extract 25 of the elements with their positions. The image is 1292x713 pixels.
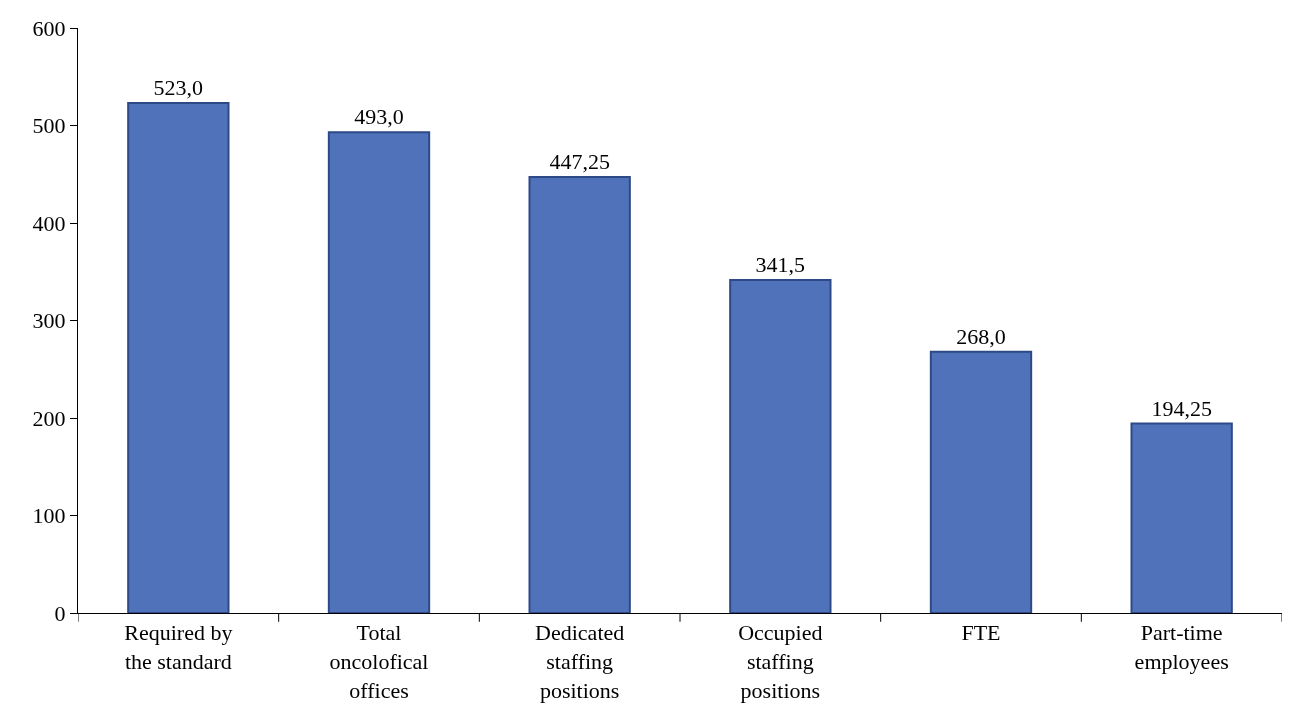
y-tick-label: 600	[32, 15, 66, 41]
y-tick-label: 100	[32, 503, 66, 529]
data-label: 268,0	[956, 323, 1006, 349]
bar	[929, 350, 1033, 613]
bar	[528, 175, 631, 613]
x-tick-label: Occupied staffing positions	[738, 620, 823, 703]
y-tick-label: 500	[32, 113, 66, 139]
y-tick-label: 400	[32, 210, 66, 236]
x-tick-label: FTE	[961, 620, 1001, 646]
data-label: 523,0	[153, 75, 204, 101]
x-tick-label: Required by the standard	[124, 620, 233, 674]
x-tick-label: Total oncolofical offices	[329, 620, 429, 703]
y-tick-label: 200	[32, 405, 66, 431]
y-tick-label: 0	[54, 600, 66, 626]
bar	[729, 279, 832, 613]
data-label: 341,5	[755, 252, 806, 278]
data-label: 493,0	[354, 104, 404, 130]
data-label: 447,25	[549, 148, 610, 174]
data-label: 194,25	[1151, 395, 1212, 421]
bar	[327, 131, 431, 613]
y-tick-label: 300	[32, 308, 66, 334]
x-tick-label: Dedicated staffing positions	[535, 620, 625, 703]
bar	[1130, 422, 1233, 613]
bar	[127, 102, 230, 613]
x-tick-label: Part-time employees	[1134, 620, 1229, 674]
